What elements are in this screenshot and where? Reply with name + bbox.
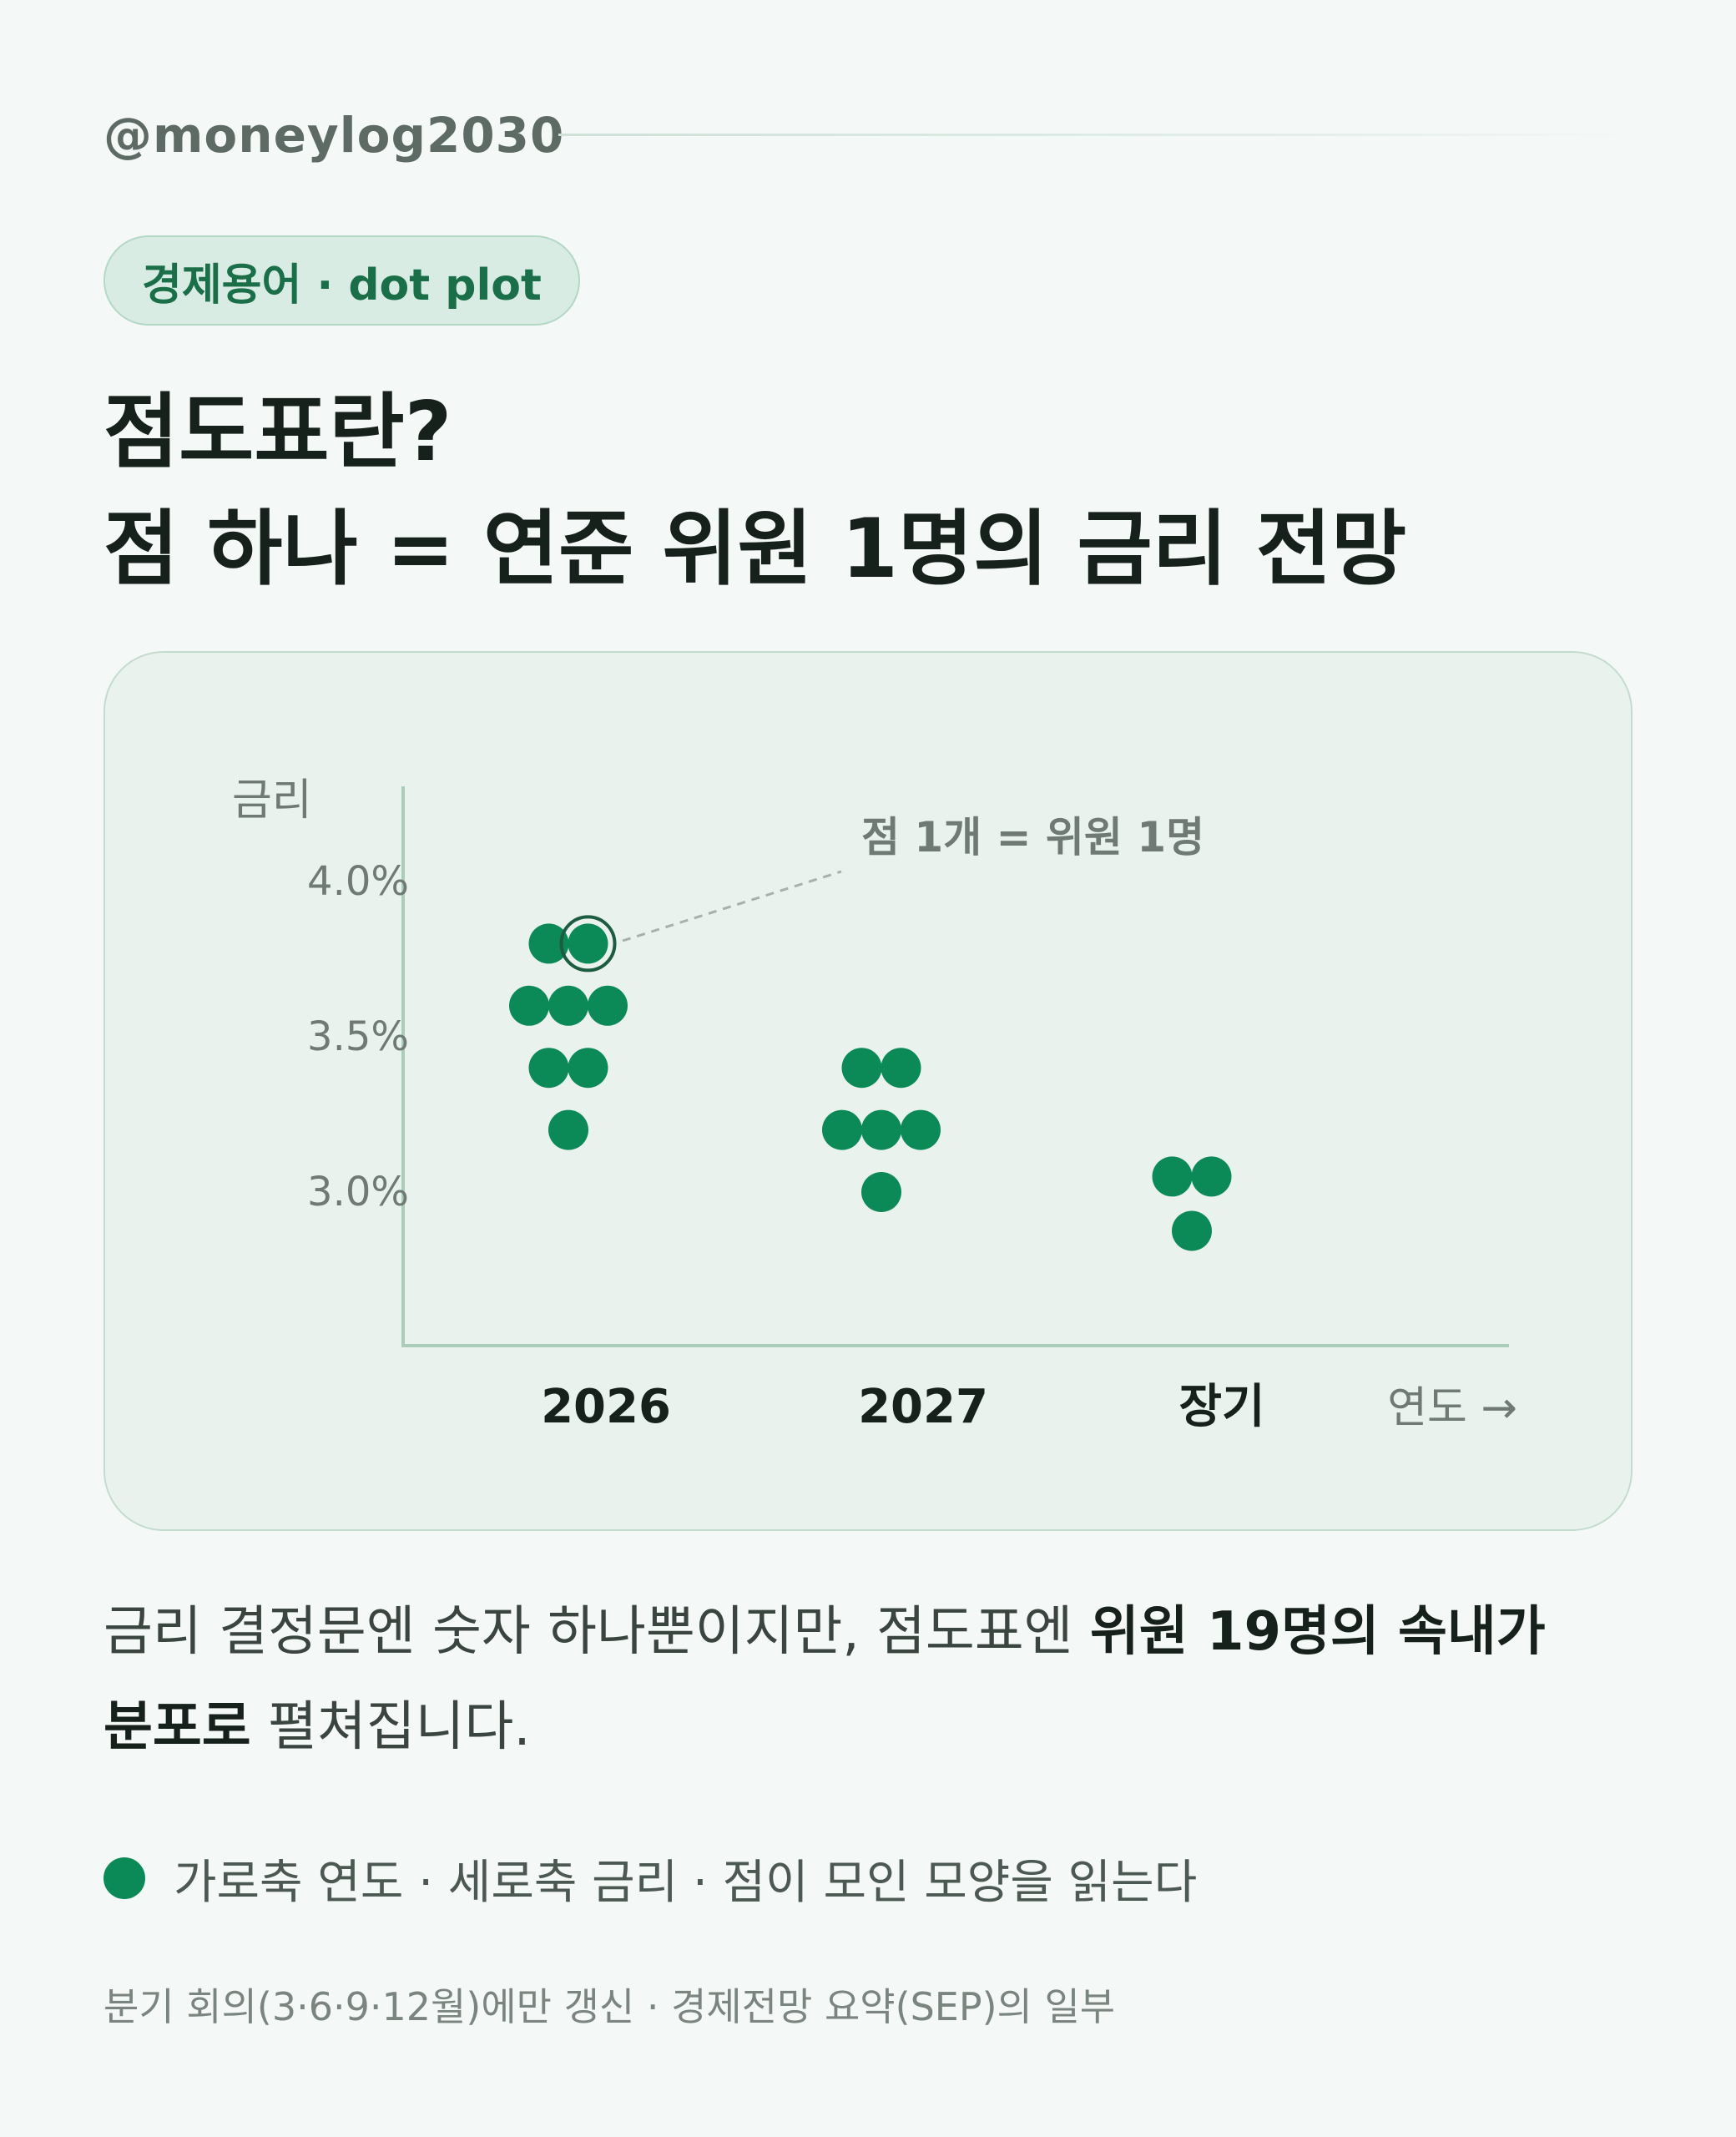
dot-point <box>588 985 628 1026</box>
legend-text: 가로축 연도 · 세로축 금리 · 점이 모인 모양을 읽는다 <box>174 1855 1198 1910</box>
dot-point <box>548 1109 588 1150</box>
x-tick-label: 장기 <box>1178 1380 1264 1434</box>
annotation-label: 점 1개 = 위원 1명 <box>861 813 1204 861</box>
page-title: 점도표란? 점 하나 = 연준 위원 1명의 금리 전망 <box>103 374 1406 608</box>
dot-point <box>528 1048 569 1089</box>
body-text-1: 금리 결정문엔 숫자 하나뿐이지만, 점도표엔 <box>103 1601 1090 1663</box>
dot-point <box>1152 1156 1193 1197</box>
dot-plot-chart: 금리 4.0% 3.5% 3.0% 2026 2027 장기 연도 → 점 1개… <box>232 775 1517 1434</box>
dot-point <box>861 1172 901 1212</box>
annotation-leader <box>622 870 842 942</box>
dots-layer <box>509 915 1232 1251</box>
dot-point <box>548 985 588 1026</box>
dot-point <box>1172 1210 1212 1251</box>
legend-dot-icon <box>103 1857 145 1899</box>
dot-point <box>568 923 608 964</box>
footnote: 분기 회의(3·6·9·12월)에만 갱신 · 경제전망 요약(SEP)의 일부 <box>103 1984 1116 2029</box>
dot-point <box>528 923 569 964</box>
y-tick-label: 3.0% <box>307 1169 409 1215</box>
dot-point <box>822 1109 862 1150</box>
dot-point <box>861 1109 901 1150</box>
account-handle: @moneylog2030 <box>103 107 565 164</box>
legend: 가로축 연도 · 세로축 금리 · 점이 모인 모양을 읽는다 <box>103 1845 1197 1912</box>
category-tag: 경제용어 · dot plot <box>103 235 580 326</box>
dot-point <box>568 1048 608 1089</box>
y-tick-label: 4.0% <box>307 858 409 905</box>
y-tick-label: 3.5% <box>307 1013 409 1060</box>
x-tick-label: 2026 <box>541 1380 671 1434</box>
title-line-1: 점도표란? <box>103 385 452 480</box>
dot-point <box>509 985 549 1026</box>
body-bold-2: 분포로 <box>103 1696 251 1758</box>
x-tick-label: 2027 <box>858 1380 988 1434</box>
title-line-2: 점 하나 = 연준 위원 1명의 금리 전망 <box>103 502 1407 597</box>
dot-point <box>881 1048 921 1089</box>
x-axis-label: 연도 → <box>1387 1383 1517 1433</box>
body-bold-1: 위원 19명의 속내가 <box>1089 1601 1546 1663</box>
body-text-2: 펼쳐집니다. <box>250 1696 531 1758</box>
dot-point <box>1191 1156 1232 1197</box>
header: @moneylog2030 <box>103 100 1633 167</box>
highlight-ring <box>559 915 617 973</box>
dot-point <box>901 1109 941 1150</box>
dot-point <box>841 1048 882 1089</box>
y-axis-label: 금리 <box>232 775 312 826</box>
dot-plot-card: 금리 4.0% 3.5% 3.0% 2026 2027 장기 연도 → 점 1개… <box>103 651 1633 1531</box>
header-divider <box>558 134 1633 136</box>
